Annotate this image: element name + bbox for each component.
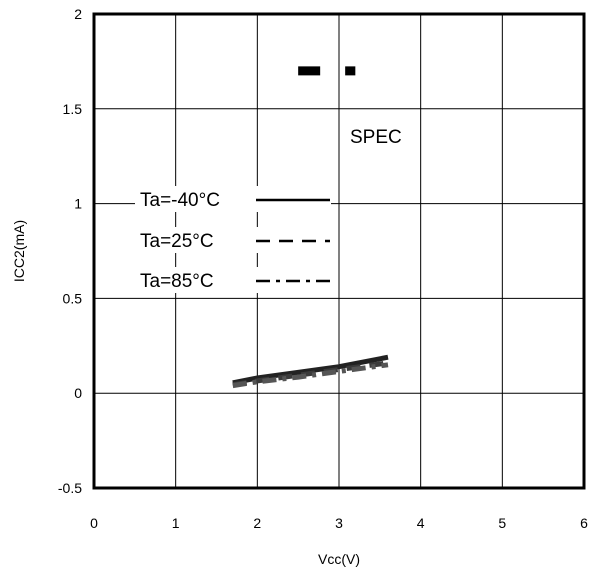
x-axis-title: Vcc(V): [318, 551, 360, 567]
x-tick-label: 1: [172, 515, 180, 531]
series-line: [232, 362, 389, 389]
y-tick-label: 1.5: [63, 101, 83, 117]
x-tick-label: 6: [580, 515, 588, 531]
y-tick-label: 0.5: [63, 290, 83, 306]
legend-label: Ta=25°C: [140, 231, 214, 252]
x-tick-label: 2: [253, 515, 261, 531]
y-tick-label: 0: [74, 385, 82, 401]
y-axis-title: ICC2(mA): [11, 220, 27, 282]
y-tick-label: 2: [74, 6, 82, 22]
series-line: [232, 354, 389, 386]
x-tick-label: 4: [417, 515, 425, 531]
x-tick-label: 5: [498, 515, 506, 531]
x-tick-labels: 0 1 2 3 4 5 6: [90, 515, 588, 531]
y-tick-label: 1: [74, 196, 82, 212]
legend-label: Ta=85°C: [140, 271, 214, 292]
legend-label: Ta=-40°C: [140, 190, 220, 211]
legend: Ta=-40°C Ta=25°C Ta=85°C: [135, 186, 331, 293]
x-tick-label: 0: [90, 515, 98, 531]
plot-frame: [92, 12, 586, 490]
y-tick-labels: 2 1.5 1 0.5 0 -0.5: [58, 6, 82, 496]
spec-label: SPEC: [350, 127, 402, 148]
legend-background: [135, 227, 331, 253]
x-tick-label: 3: [335, 515, 343, 531]
data-series: [232, 354, 389, 389]
y-tick-label: -0.5: [58, 480, 82, 496]
